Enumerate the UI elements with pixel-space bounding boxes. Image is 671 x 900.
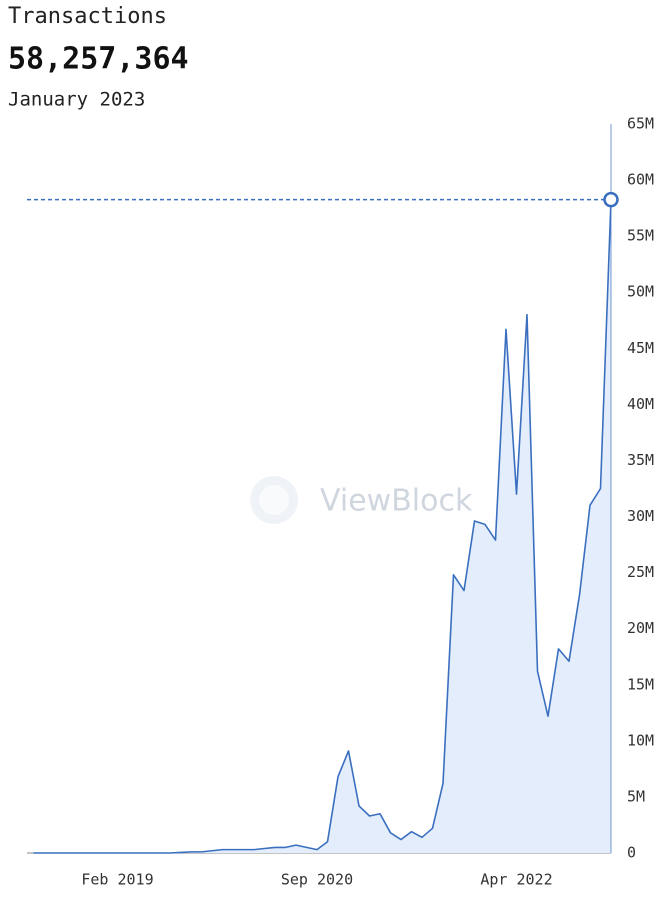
y-tick-label: 25M <box>627 563 654 581</box>
watermark-logo <box>250 476 298 524</box>
y-tick-label: 60M <box>627 171 654 189</box>
y-tick-label: 55M <box>627 227 654 245</box>
y-tick-label: 5M <box>627 787 645 805</box>
watermark: ViewBlock <box>320 484 473 519</box>
x-tick-label: Feb 2019 <box>81 871 153 889</box>
highlight-date: January 2023 <box>8 89 145 111</box>
x-tick-label: Apr 2022 <box>480 871 552 889</box>
y-tick-label: 45M <box>627 339 654 357</box>
y-tick-label: 40M <box>627 395 654 413</box>
chart-title: Transactions <box>8 4 167 29</box>
watermark-inner <box>259 485 289 515</box>
y-tick-label: 10M <box>627 731 654 749</box>
line <box>33 199 612 854</box>
y-tick-label: 65M <box>627 115 654 133</box>
y-tick-label: 30M <box>627 507 654 525</box>
highlight-point <box>603 191 619 208</box>
watermark-circle <box>250 476 298 524</box>
highlight-value: 58,257,364 <box>8 42 189 77</box>
x-tick-label: Sep 2020 <box>281 871 353 889</box>
y-tick-label: 20M <box>627 619 654 637</box>
y-tick-label: 0 <box>627 844 636 862</box>
area-fill <box>33 199 611 853</box>
y-tick-label: 35M <box>627 451 654 469</box>
y-tick-label: 15M <box>627 675 654 693</box>
y-tick-label: 50M <box>627 283 654 301</box>
